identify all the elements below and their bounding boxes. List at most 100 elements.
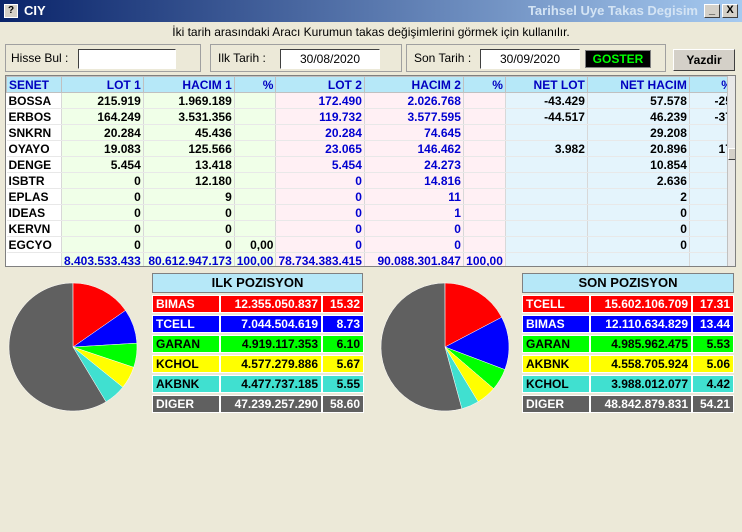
table-cell: 1.969.189 — [143, 92, 235, 109]
ilk-value: 7.044.504.619 — [220, 315, 322, 333]
minimize-button[interactable]: _ — [704, 4, 720, 18]
son-row[interactable]: DIGER 48.842.879.831 54.21 — [522, 395, 734, 413]
column-header[interactable]: SENET — [6, 76, 62, 93]
table-cell: 5.454 — [275, 156, 365, 173]
ilk-value: 4.477.737.185 — [220, 375, 322, 393]
title-bar[interactable]: ? CIY Tarihsel Uye Takas Degisim _ X — [0, 0, 742, 22]
column-header[interactable]: % — [688, 76, 735, 93]
table-row[interactable]: IDEAS 0 0 0 1 0 — [6, 204, 735, 221]
table-row[interactable]: ERBOS 164.249 3.531.356 119.732 3.577.595 -44… — [6, 108, 735, 125]
column-header[interactable]: NET HACIM — [586, 76, 690, 93]
table-cell — [463, 92, 506, 109]
table-cell: 119.732 — [275, 108, 365, 125]
son-row[interactable]: BIMAS 12.110.634.829 13.44 — [522, 315, 734, 333]
table-cell — [463, 188, 506, 205]
table-cell — [234, 108, 277, 125]
table-cell: 17 — [689, 140, 735, 157]
column-header[interactable]: NET LOT — [504, 76, 588, 93]
total-cell: 80.612.947.173 — [143, 252, 235, 266]
table-cell — [463, 156, 506, 173]
ilk-percent: 5.55 — [322, 375, 364, 393]
ilk-row[interactable]: TCELL 7.044.504.619 8.73 — [152, 315, 364, 333]
table-row[interactable]: ISBTR 0 12.180 0 14.816 2.636 — [6, 172, 735, 189]
son-row[interactable]: GARAN 4.985.962.475 5.53 — [522, 335, 734, 353]
table-cell: 13.418 — [143, 156, 235, 173]
takas-grid[interactable]: SENET LOT 1 HACIM 1% LOT 2 HACIM 2% NET LOT NE… — [5, 75, 736, 267]
ilk-row[interactable]: GARAN 4.919.117.353 6.10 — [152, 335, 364, 353]
scrollbar-thumb[interactable] — [728, 148, 735, 160]
table-cell — [234, 156, 277, 173]
ilk-row[interactable]: BIMAS 12.355.050.837 15.32 — [152, 295, 364, 313]
table-cell: IDEAS — [6, 204, 62, 221]
column-header[interactable]: % — [233, 76, 277, 93]
table-row[interactable]: KERVN 0 0 0 0 0 — [6, 220, 735, 237]
hisse-input[interactable] — [78, 49, 176, 69]
ilk-tarih-field[interactable]: 30/08/2020 — [280, 49, 380, 69]
ilk-row[interactable]: AKBNK 4.477.737.185 5.55 — [152, 375, 364, 393]
ilk-percent: 15.32 — [322, 295, 364, 313]
table-cell — [234, 220, 277, 237]
column-header[interactable]: HACIM 2 — [363, 76, 464, 93]
table-cell: 0 — [364, 236, 464, 253]
yazdir-button[interactable]: Yazdir — [673, 49, 735, 71]
son-symbol: AKBNK — [522, 355, 590, 373]
ilk-symbol: DIGER — [152, 395, 220, 413]
column-header[interactable]: HACIM 1 — [142, 76, 235, 93]
table-cell: 164.249 — [61, 108, 144, 125]
table-row[interactable]: BOSSA 215.919 1.969.189 172.490 2.026.768 -43… — [6, 92, 735, 109]
total-cell — [505, 252, 588, 266]
son-row[interactable]: TCELL 15.602.106.709 17.31 — [522, 295, 734, 313]
ilk-percent: 6.10 — [322, 335, 364, 353]
table-cell: -43.429 — [505, 92, 588, 109]
table-cell: ISBTR — [6, 172, 62, 189]
column-header[interactable]: LOT 1 — [61, 76, 144, 93]
ilk-value: 47.239.257.290 — [220, 395, 322, 413]
ilk-tarih-group — [210, 44, 402, 72]
vertical-scrollbar[interactable] — [727, 76, 735, 266]
table-cell: 10.854 — [587, 156, 690, 173]
table-cell — [689, 156, 735, 173]
table-cell — [689, 124, 735, 141]
ilk-symbol: BIMAS — [152, 295, 220, 313]
son-row[interactable]: KCHOL 3.988.012.077 4.42 — [522, 375, 734, 393]
takas-table: SENET LOT 1 HACIM 1% LOT 2 HACIM 2% NET LOT NE… — [6, 76, 735, 266]
table-cell: 23.065 — [275, 140, 365, 157]
table-total-row: 8.403.533.433 80.612.947.173 100,00 78.734.… — [6, 252, 735, 266]
son-percent: 5.53 — [692, 335, 734, 353]
ilk-pozisyon-title: ILK POZISYON — [152, 273, 363, 293]
table-cell: 0 — [587, 204, 690, 221]
table-row[interactable]: EPLAS 0 9 0 11 2 — [6, 188, 735, 205]
table-cell: 11 — [364, 188, 464, 205]
table-cell: 0 — [275, 188, 365, 205]
table-cell: 0 — [143, 220, 235, 237]
goster-button[interactable]: GOSTER — [585, 50, 651, 68]
table-cell — [689, 172, 735, 189]
table-row[interactable]: SNKRN 20.284 45.436 20.284 74.645 29.208 — [6, 124, 735, 141]
table-cell: 0 — [364, 220, 464, 237]
hisse-label: Hisse Bul : — [11, 51, 69, 65]
table-cell: 3.577.595 — [364, 108, 464, 125]
ilk-row[interactable]: DIGER 47.239.257.290 58.60 — [152, 395, 364, 413]
table-cell — [505, 124, 588, 141]
total-cell: 78.734.383.415 — [275, 252, 365, 266]
table-row[interactable]: OYAYO 19.083 125.566 23.065 146.462 3.982 20.8… — [6, 140, 735, 157]
table-cell: EPLAS — [6, 188, 62, 205]
table-cell — [505, 220, 588, 237]
close-button[interactable]: X — [722, 4, 738, 18]
son-tarih-field[interactable]: 30/09/2020 — [480, 49, 580, 69]
table-row[interactable]: EGCYO 0 0 0,00 0 0 0 — [6, 236, 735, 253]
column-header[interactable]: LOT 2 — [275, 76, 365, 93]
table-cell: 0 — [275, 172, 365, 189]
son-row[interactable]: AKBNK 4.558.705.924 5.06 — [522, 355, 734, 373]
table-cell — [689, 204, 735, 221]
ilk-percent: 58.60 — [322, 395, 364, 413]
table-cell — [505, 236, 588, 253]
total-cell — [6, 252, 62, 266]
column-header[interactable]: % — [462, 76, 506, 93]
table-cell: 14.816 — [364, 172, 464, 189]
table-cell: 0 — [61, 188, 144, 205]
ilk-row[interactable]: KCHOL 4.577.279.886 5.67 — [152, 355, 364, 373]
total-cell: 90.088.301.847 — [364, 252, 464, 266]
table-row[interactable]: DENGE 5.454 13.418 5.454 24.273 10.854 — [6, 156, 735, 173]
ilk-symbol: AKBNK — [152, 375, 220, 393]
